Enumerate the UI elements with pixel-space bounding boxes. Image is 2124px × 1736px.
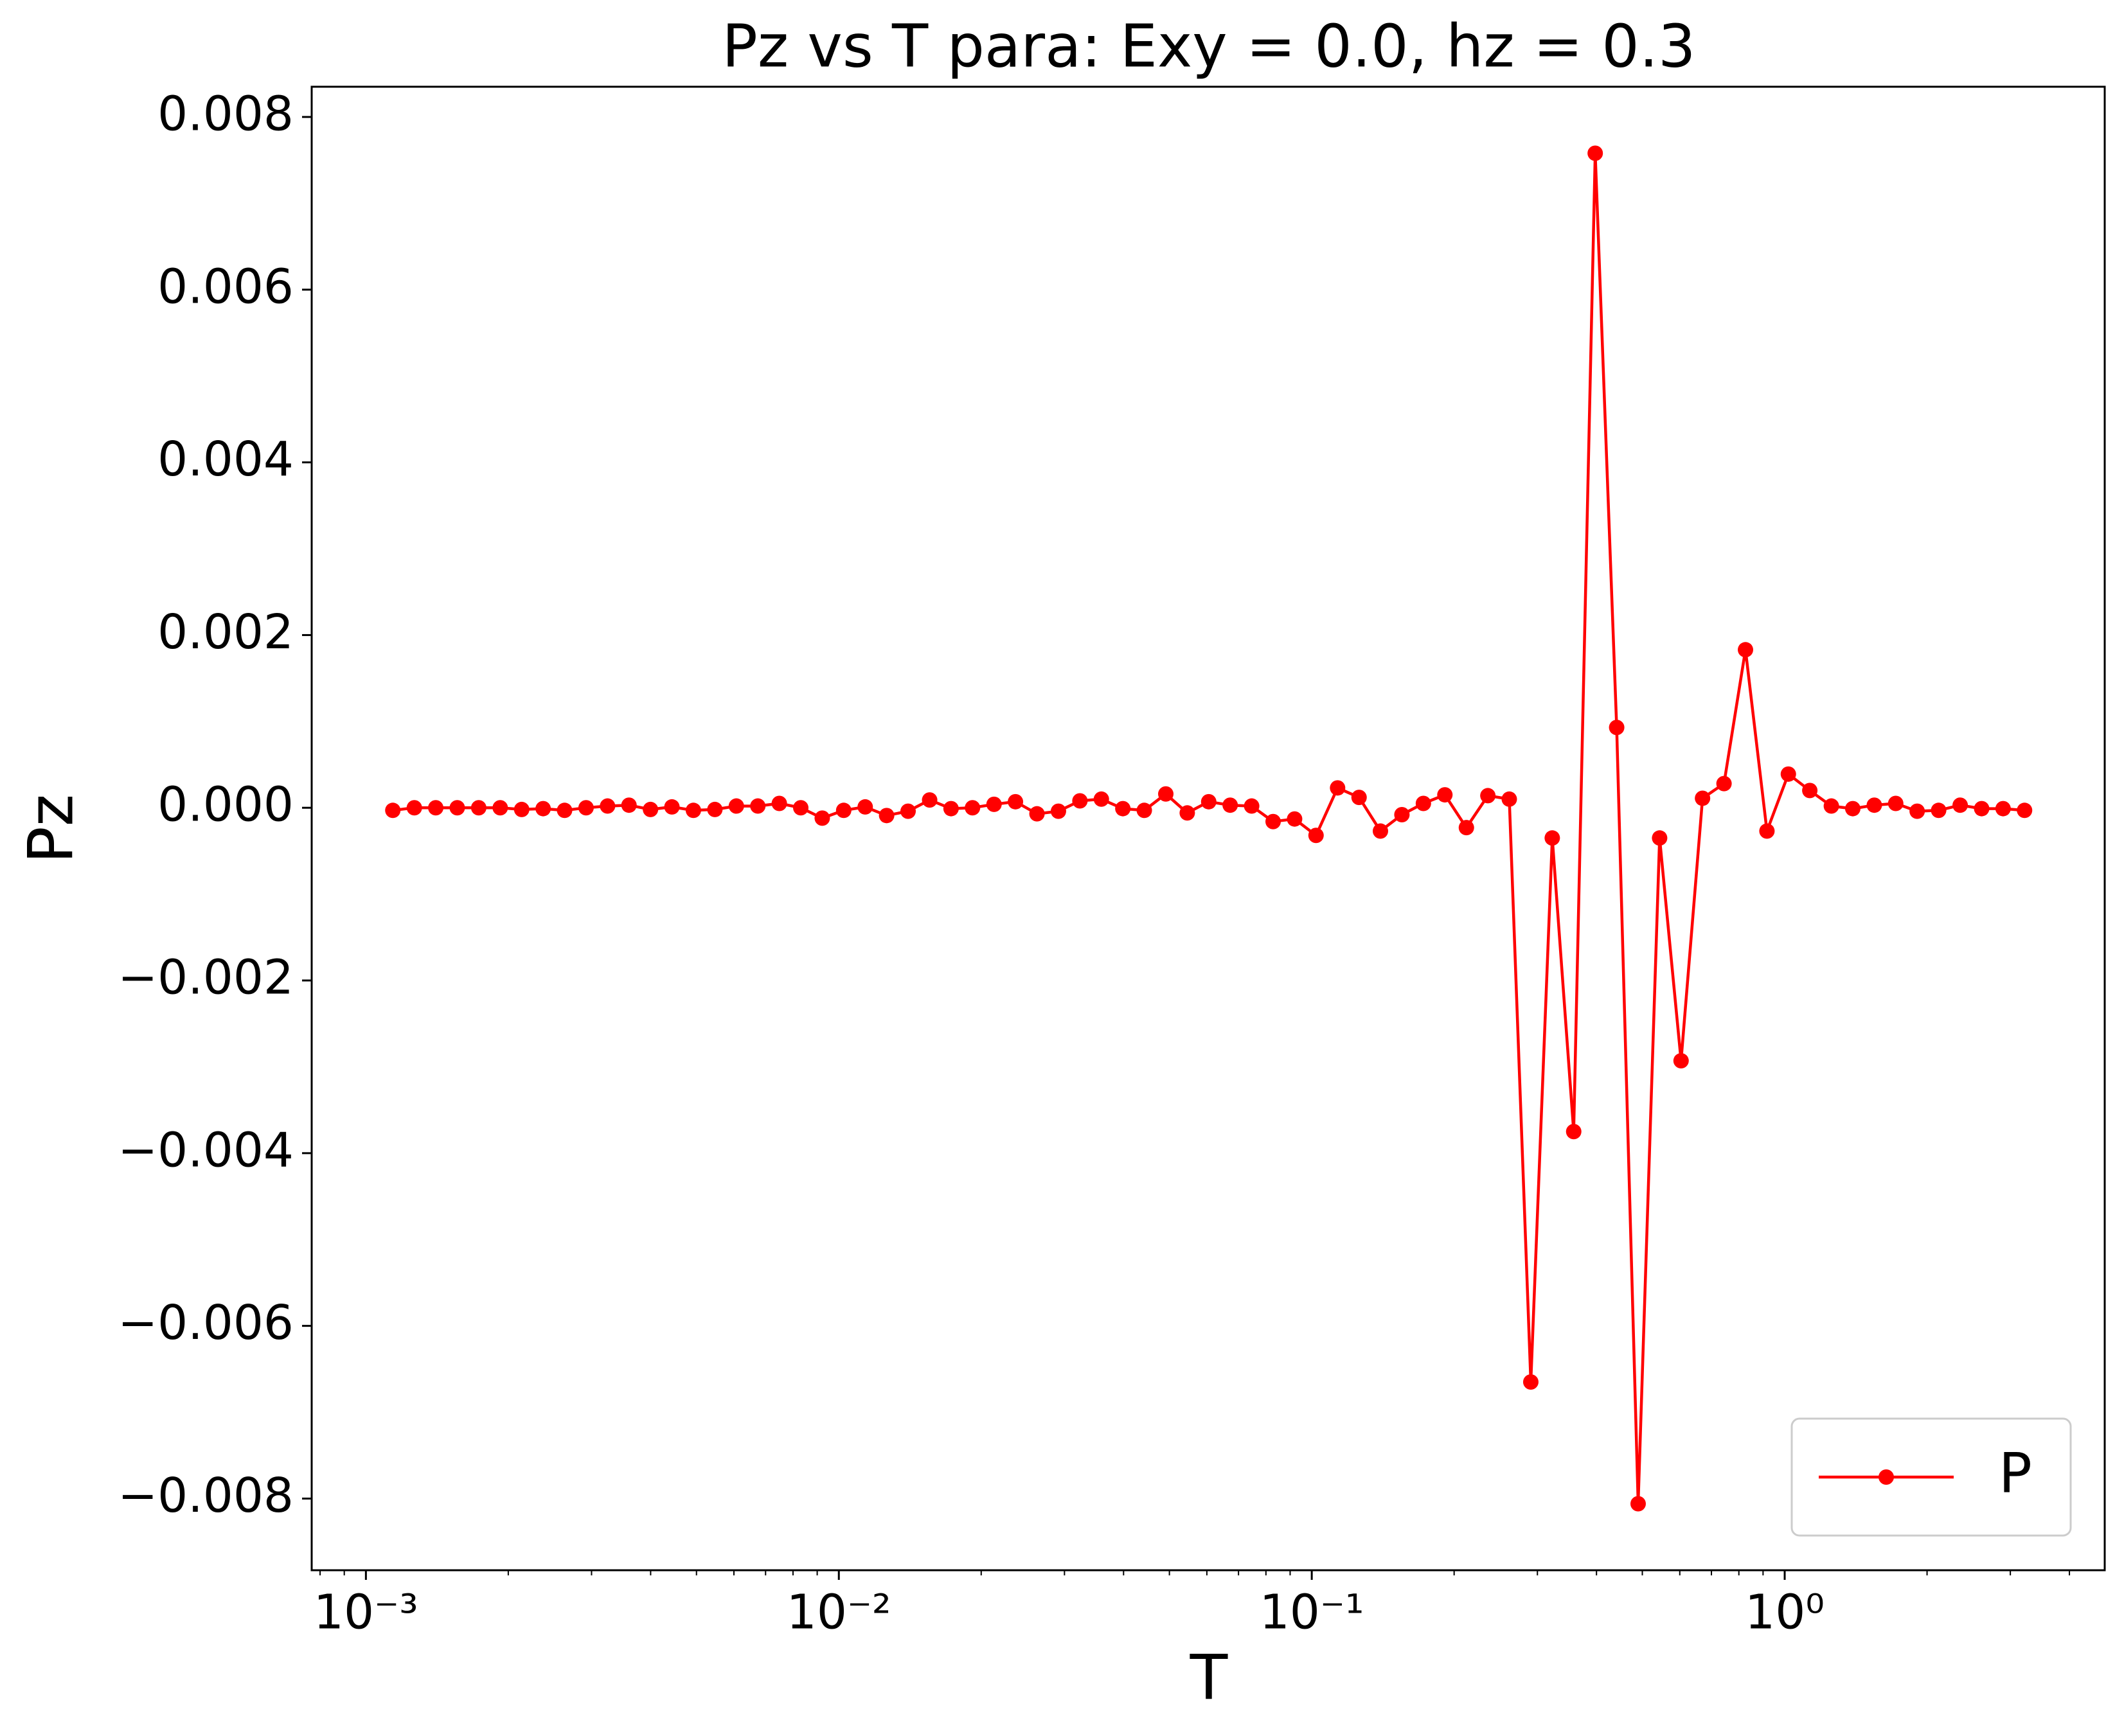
data-point	[492, 800, 508, 816]
data-point	[557, 802, 573, 819]
data-point	[728, 798, 744, 814]
y-tick-label: 0.008	[157, 87, 294, 142]
data-point	[449, 800, 465, 816]
y-tick-label: 0.000	[157, 777, 294, 833]
x-tick-label: 10⁻²	[787, 1585, 891, 1640]
data-point	[1995, 801, 2011, 817]
data-point	[1759, 823, 1775, 839]
y-tick-label: −0.008	[118, 1468, 294, 1523]
data-point	[1609, 720, 1625, 736]
chart-title: Pz vs T para: Exy = 0.0, hz = 0.3	[722, 12, 1695, 80]
data-point	[664, 799, 680, 815]
data-point	[1115, 801, 1131, 817]
data-point	[1673, 1053, 1689, 1069]
data-point	[1716, 775, 1732, 792]
data-point	[1029, 806, 1045, 822]
data-point	[1050, 803, 1066, 819]
data-point	[1802, 783, 1818, 799]
data-point	[1780, 766, 1796, 782]
data-point	[1931, 802, 1947, 819]
data-point	[470, 800, 486, 816]
legend-label: P	[1999, 1441, 2032, 1505]
data-point	[1652, 830, 1668, 846]
legend-marker	[1879, 1469, 1894, 1485]
data-point	[535, 801, 551, 817]
x-tick-label: 10⁻¹	[1260, 1585, 1364, 1640]
data-point	[1244, 798, 1260, 814]
data-point	[1866, 797, 1882, 813]
data-point	[1351, 790, 1367, 806]
data-point	[1072, 793, 1088, 809]
data-point	[406, 800, 422, 816]
x-tick-label: 10⁰	[1745, 1585, 1825, 1640]
data-point	[621, 797, 637, 813]
data-point	[1222, 797, 1238, 813]
data-point	[965, 800, 981, 816]
data-point	[385, 802, 401, 819]
data-point	[1480, 788, 1496, 804]
data-point	[1372, 823, 1388, 839]
data-point	[1630, 1496, 1646, 1512]
data-point	[986, 796, 1002, 812]
data-point	[1544, 830, 1560, 846]
data-point	[1738, 642, 1754, 658]
y-tick-label: 0.004	[157, 432, 294, 487]
data-point	[1265, 813, 1281, 829]
x-tick-label: 10⁻³	[314, 1585, 418, 1640]
data-point	[793, 800, 809, 816]
data-point	[1093, 791, 1109, 807]
data-point	[1974, 801, 1990, 817]
y-tick-label: 0.006	[157, 259, 294, 314]
data-point	[1909, 803, 1925, 819]
data-point	[600, 798, 616, 814]
data-point	[685, 802, 701, 819]
data-point	[943, 801, 959, 817]
y-tick-label: 0.002	[157, 605, 294, 660]
data-point	[1330, 780, 1346, 796]
plot-frame	[310, 85, 2106, 1572]
data-point	[1522, 1374, 1539, 1390]
data-point	[1458, 820, 1474, 836]
data-point	[750, 798, 766, 814]
data-point	[578, 800, 594, 816]
data-point	[1844, 801, 1861, 817]
y-axis-label: Pz	[15, 794, 87, 864]
data-point	[1308, 828, 1324, 844]
data-point	[1501, 791, 1517, 807]
data-point	[814, 810, 830, 826]
data-point	[879, 808, 895, 824]
y-tick-label: −0.002	[118, 950, 294, 1005]
data-point	[922, 792, 938, 808]
data-point	[1136, 802, 1152, 819]
data-point	[1179, 805, 1195, 821]
data-point	[428, 800, 444, 816]
data-point	[2017, 802, 2033, 819]
data-point	[857, 799, 873, 815]
data-point	[1695, 790, 1711, 806]
data-point	[771, 795, 787, 811]
data-point	[835, 802, 852, 819]
data-point	[643, 801, 659, 817]
data-point	[1952, 797, 1968, 813]
y-tick-label: −0.006	[118, 1295, 294, 1351]
data-point	[1566, 1124, 1582, 1140]
data-point	[1587, 145, 1603, 161]
data-point	[1200, 793, 1217, 810]
data-point	[1415, 795, 1431, 811]
data-point	[1158, 786, 1174, 802]
y-tick-label: −0.004	[118, 1122, 294, 1178]
data-point	[1287, 811, 1303, 827]
data-point	[1437, 787, 1453, 803]
data-point	[707, 801, 723, 817]
data-point	[1888, 795, 1904, 811]
data-point	[1823, 798, 1839, 814]
data-point	[513, 801, 530, 817]
x-axis-label: T	[1190, 1642, 1228, 1714]
data-point	[1008, 793, 1024, 810]
data-point	[1394, 806, 1410, 822]
data-point	[900, 803, 916, 819]
series-line	[392, 152, 2025, 1505]
